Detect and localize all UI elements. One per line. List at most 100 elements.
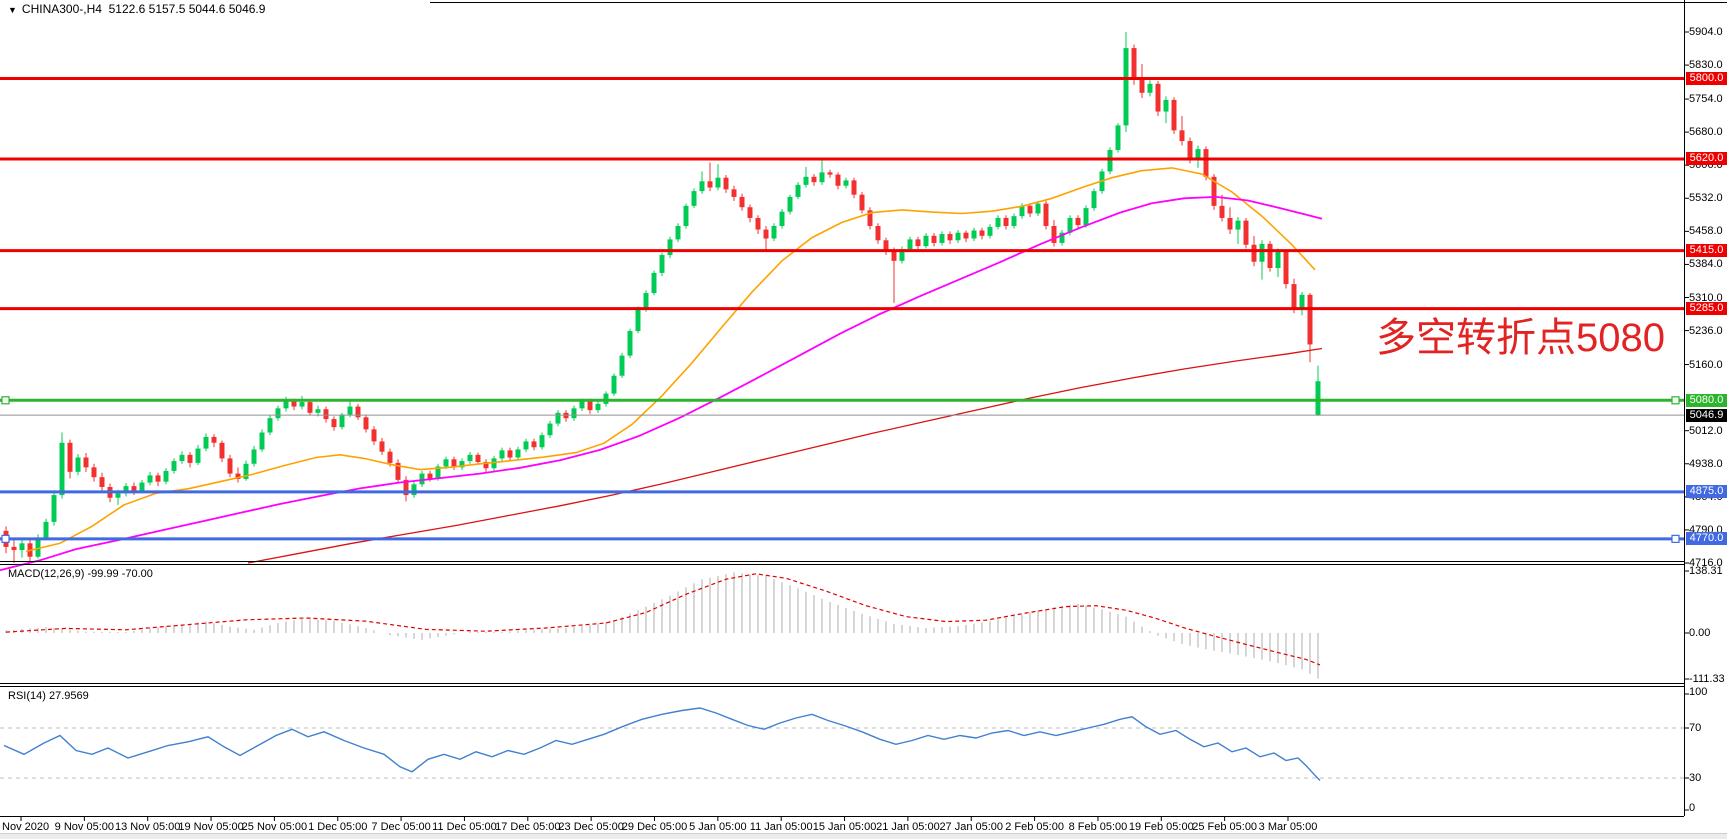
macd-signal-line [5,573,1321,666]
date-label[interactable]: 2 Feb 05:00 [1005,821,1064,833]
candle-body [659,255,665,273]
candle-body [1147,83,1153,93]
candle-body [1195,149,1201,159]
candle-body [267,418,273,433]
date-label[interactable]: 3 Nov 2020 [0,821,50,833]
candle-body [1307,294,1313,345]
date-label[interactable]: 15 Jan 05:00 [812,821,877,833]
hline-handle-support[interactable] [1671,534,1680,543]
candle-body [131,486,137,491]
candle-body [99,477,105,488]
price-axis-label: 5754.0 [1689,93,1723,106]
date-label[interactable]: 21 Jan 05:00 [876,821,940,833]
candle-body [1075,217,1081,226]
candle-body [515,449,521,458]
candle-body [1219,205,1225,218]
candle-body [1107,150,1113,172]
collapse-triangle-icon[interactable]: ▼ [8,5,17,15]
hline-handle-pivot-5080[interactable] [1,396,10,405]
hline-handle-pivot-5080[interactable] [1671,396,1680,405]
candle-body [523,441,529,450]
candle-body [155,475,161,482]
candle-body [875,225,881,241]
price-axis-label: 4716.0 [1689,557,1723,569]
candle-body [1131,48,1137,80]
pane-separator-main-macd[interactable] [0,561,1684,562]
candle-body [403,479,409,496]
candle-body [499,450,505,459]
candle-body [987,226,993,236]
date-label[interactable]: 9 Nov 05:00 [54,821,115,833]
price-axis-label: 4938.0 [1689,457,1723,470]
date-label[interactable]: 11 Jan 05:00 [749,821,813,833]
candle-body [715,177,721,188]
candle-body [787,196,793,212]
date-label[interactable]: 3 Mar 05:00 [1258,821,1318,833]
candle-body [1243,220,1249,245]
candle-body [75,457,81,472]
candle-body [667,239,673,256]
pane-separator-macd-rsi[interactable] [0,686,1684,687]
date-label[interactable]: 19 Nov 05:00 [178,821,244,833]
candle-body [771,225,777,239]
candle-body [91,467,97,478]
candle-body [387,451,393,463]
candle-body [1115,125,1121,150]
candle-body [835,174,841,186]
pane-separator-main-macd[interactable] [0,564,1684,565]
date-label[interactable]: 13 Nov 05:00 [114,821,181,833]
candle-body [963,232,969,239]
date-label[interactable]: 5 Jan 05:00 [689,821,747,833]
candle-body [147,475,153,483]
candle-body [1003,217,1009,226]
candle-body [1275,251,1281,268]
price-axis-label: 5012.0 [1689,424,1723,437]
candle-body [755,217,761,230]
candle-body [395,462,401,480]
date-label[interactable]: 25 Feb 05:00 [1192,821,1258,833]
candle-body [675,225,681,240]
date-label[interactable]: 11 Dec 05:00 [432,821,497,833]
candle-body [299,402,305,407]
ma-medium-magenta [0,195,1323,572]
candle-body [203,436,209,449]
candle-body [35,537,41,557]
candle-body [899,249,905,261]
candle-body [923,235,929,247]
candle-body [827,172,833,175]
candle-body [483,461,489,469]
candle-body [315,409,321,413]
date-label[interactable]: 25 Nov 05:00 [241,821,308,833]
candle-body [947,234,953,241]
candle-body [1235,220,1241,230]
date-label[interactable]: 8 Feb 05:00 [1068,821,1128,833]
candle-body [51,495,57,522]
candle-body [451,459,457,468]
candle-body [195,448,201,463]
hline-handle-support[interactable] [1,534,10,543]
candle-body [531,441,537,448]
date-label[interactable]: 29 Dec 05:00 [621,821,688,833]
date-label[interactable]: 23 Dec 05:00 [558,821,624,833]
candle-body [747,207,753,218]
macd-axis-label: -111.33 [1689,673,1725,685]
date-label[interactable]: 1 Dec 05:00 [308,821,368,833]
date-label[interactable]: 19 Feb 05:00 [1128,821,1194,833]
date-label[interactable]: 17 Dec 05:00 [495,821,561,833]
chart-top-border [430,2,1727,3]
candle-body [603,393,609,404]
candle-body [611,375,617,394]
candle-body [1267,243,1273,268]
candle-body [739,196,745,208]
price-axis-label: 5904.0 [1689,26,1723,38]
candle-body [59,442,65,496]
candle-body [139,482,145,491]
candle-body [1203,149,1209,177]
candle-body [1051,225,1057,243]
date-label[interactable]: 27 Jan 05:00 [939,821,1004,833]
pane-separator-macd-rsi[interactable] [0,683,1684,684]
price-axis-label: 5680.0 [1689,126,1723,139]
date-label[interactable]: 7 Dec 05:00 [371,821,431,833]
